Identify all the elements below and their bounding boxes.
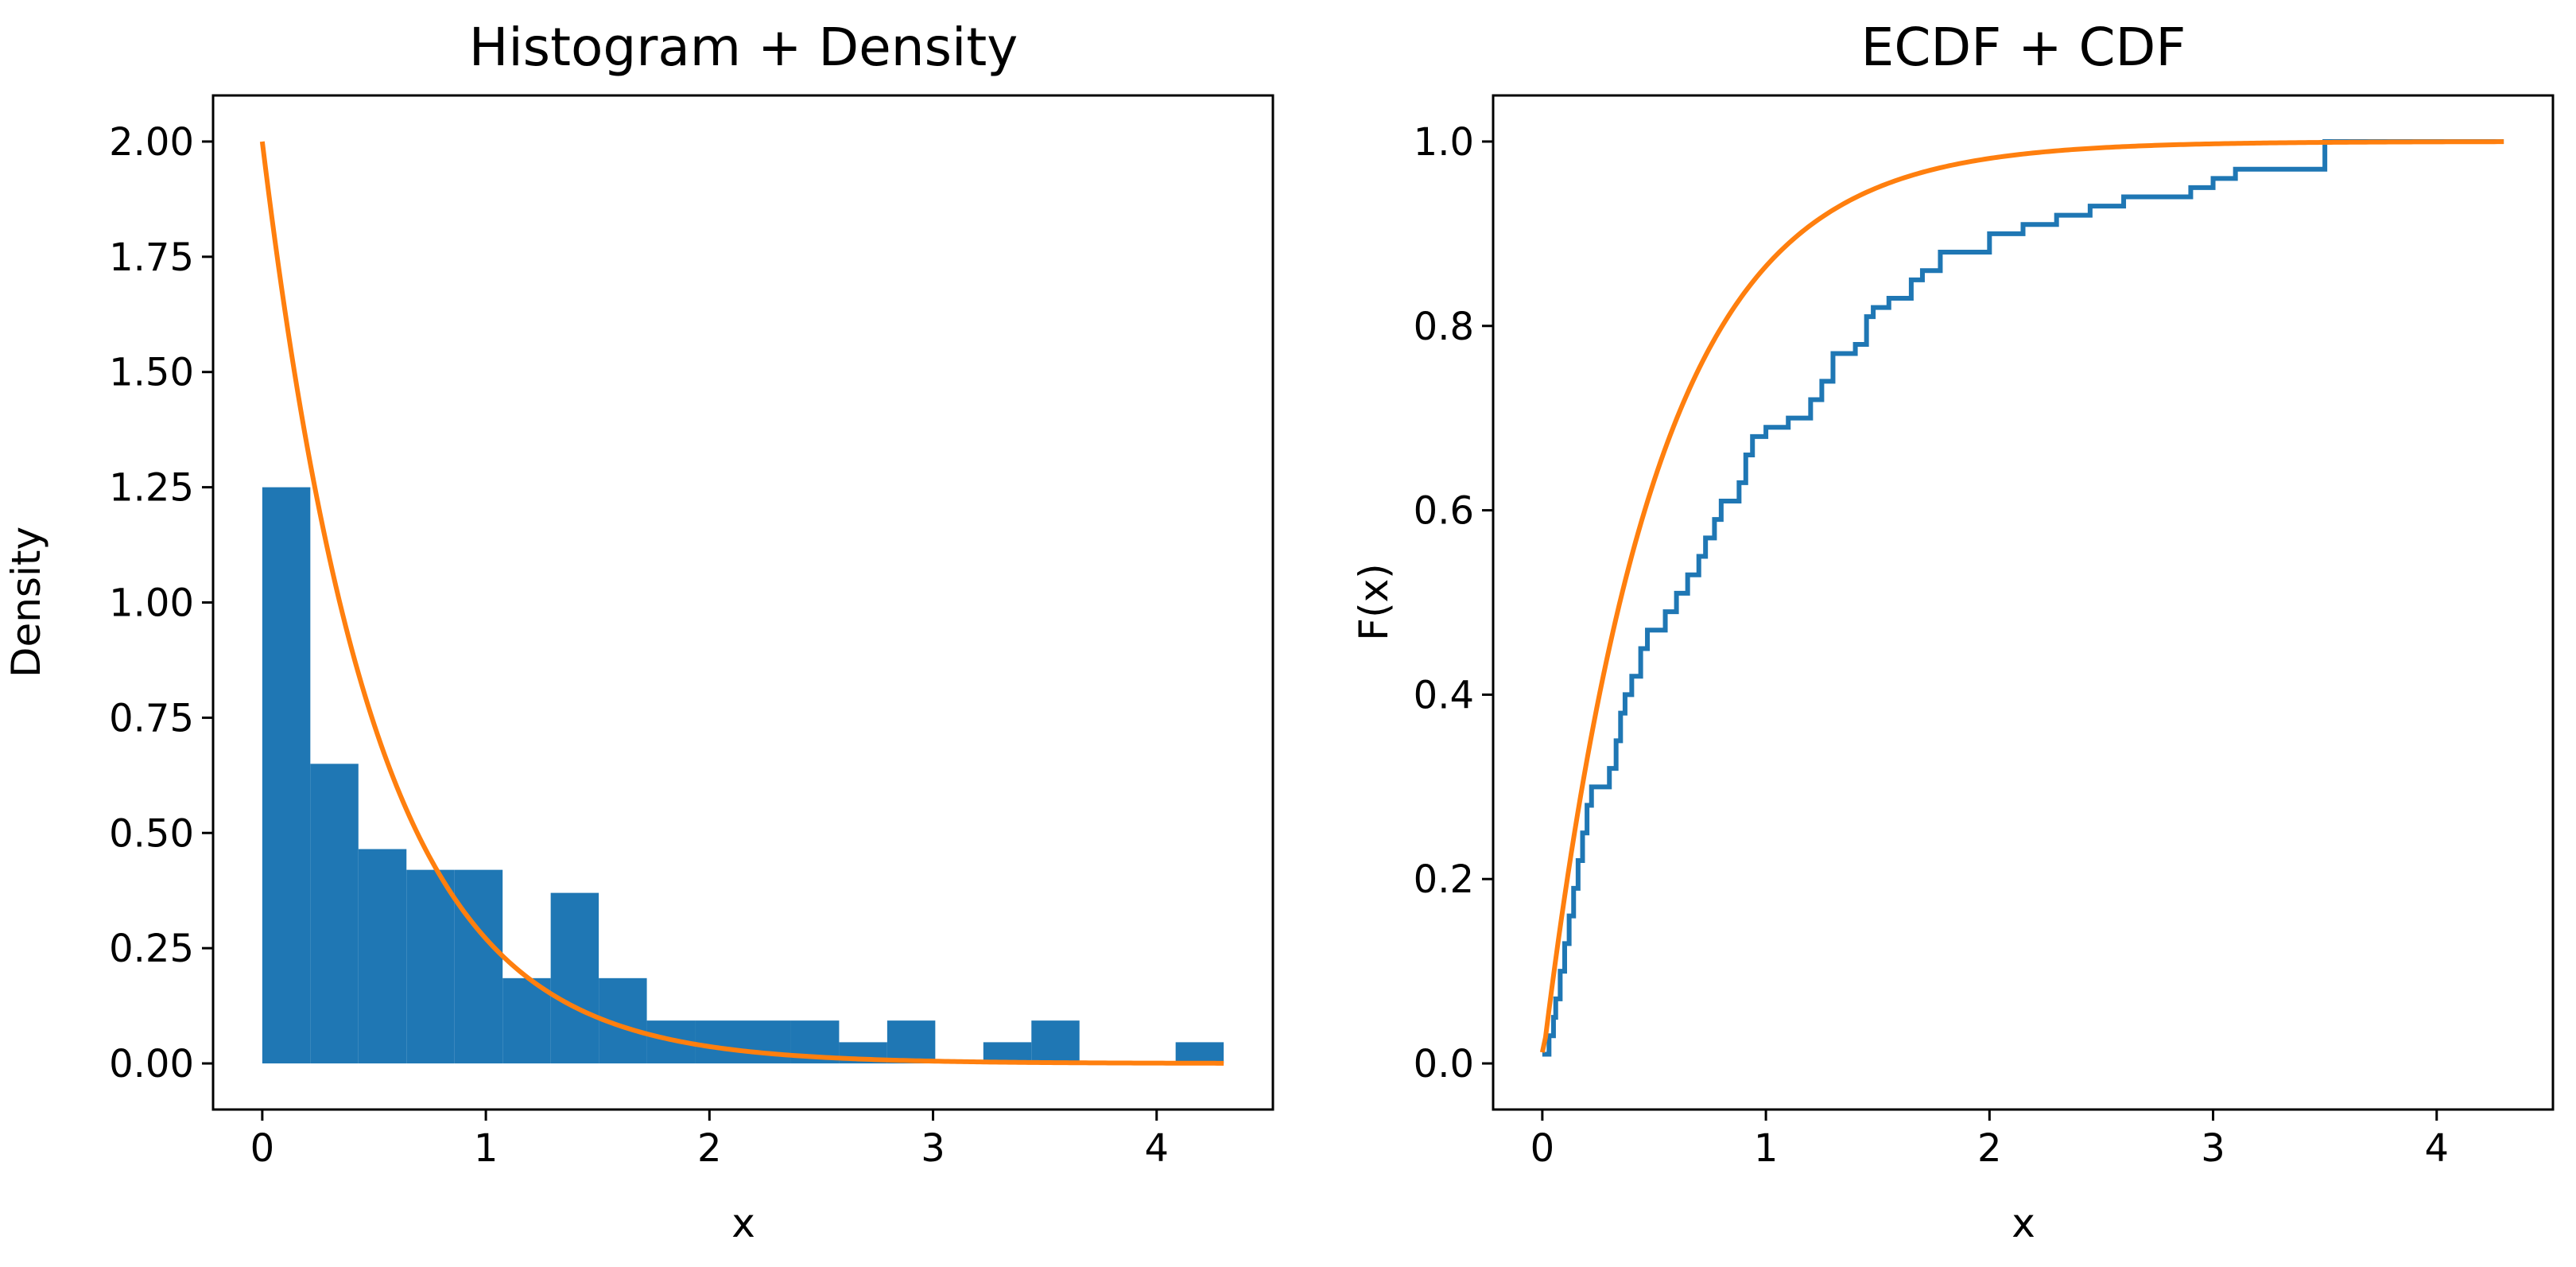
y-tick-label: 0.6 xyxy=(1414,489,1474,534)
x-tick-label: 2 xyxy=(697,1126,722,1171)
histogram-y-axis-label: Density xyxy=(3,527,49,678)
y-tick-label: 1.0 xyxy=(1414,120,1474,165)
histogram-bar xyxy=(358,849,407,1064)
x-tick-label: 0 xyxy=(1530,1126,1555,1171)
histogram-bar xyxy=(262,487,311,1064)
y-tick-label: 0.8 xyxy=(1414,305,1474,349)
x-tick-label: 2 xyxy=(1977,1126,2002,1171)
histogram-bar xyxy=(406,869,455,1064)
x-tick-label: 4 xyxy=(1144,1126,1169,1171)
x-tick-label: 1 xyxy=(1754,1126,1779,1171)
y-tick-label: 1.25 xyxy=(109,466,194,511)
histogram-bar xyxy=(550,892,599,1064)
ecdf-x-axis-label: x xyxy=(2012,1200,2035,1246)
ecdf-plot-frame xyxy=(1492,94,2555,1111)
x-tick-label: 3 xyxy=(921,1126,945,1171)
histogram-bar xyxy=(886,1020,936,1064)
ecdf-title: ECDF + CDF xyxy=(1861,17,2186,78)
histogram-bar xyxy=(1175,1042,1224,1064)
histogram-bar xyxy=(310,764,359,1064)
y-tick-label: 0.75 xyxy=(109,696,194,740)
y-tick-label: 1.00 xyxy=(109,581,194,626)
x-tick-label: 0 xyxy=(250,1126,275,1171)
histogram-bar xyxy=(454,869,503,1064)
ecdf-step-line xyxy=(1542,138,2504,1057)
y-tick-label: 1.50 xyxy=(109,351,194,395)
y-tick-label: 0.0 xyxy=(1414,1042,1474,1086)
histogram-x-ticks: 0 1 2 3 4 xyxy=(250,1110,1169,1171)
y-tick-label: 0.00 xyxy=(109,1042,194,1086)
histogram-y-ticks: 0.00 0.25 0.50 0.75 1.00 1.25 1.50 1.75 2.00 xyxy=(109,120,213,1086)
y-tick-label: 1.75 xyxy=(109,235,194,280)
y-tick-label: 2.00 xyxy=(109,120,194,165)
histogram-bars xyxy=(262,487,1224,1064)
histogram-bar xyxy=(502,977,551,1064)
cdf-curve xyxy=(1539,139,2504,1053)
ecdf-y-ticks: 0.0 0.2 0.4 0.6 0.8 1.0 xyxy=(1414,120,1493,1086)
y-tick-label: 0.4 xyxy=(1414,673,1474,717)
x-tick-label: 3 xyxy=(2201,1126,2225,1171)
y-tick-label: 0.50 xyxy=(109,811,194,856)
x-tick-label: 4 xyxy=(2424,1126,2449,1171)
density-curve xyxy=(259,141,1224,1066)
ecdf-panel: ECDF + CDF 0 1 2 3 4 0.0 0.2 0.4 0.6 0.8 1.0 x F(… xyxy=(1351,17,2555,1246)
x-tick-label: 1 xyxy=(474,1126,499,1171)
histogram-bar xyxy=(1031,1020,1080,1064)
ecdf-y-axis-label: F(x) xyxy=(1351,563,1397,640)
histogram-x-axis-label: x xyxy=(731,1200,755,1246)
y-tick-label: 0.2 xyxy=(1414,857,1474,902)
ecdf-x-ticks: 0 1 2 3 4 xyxy=(1530,1110,2449,1171)
y-tick-label: 0.25 xyxy=(109,927,194,971)
histogram-title: Histogram + Density xyxy=(469,17,1018,78)
histogram-bar xyxy=(695,1020,743,1064)
